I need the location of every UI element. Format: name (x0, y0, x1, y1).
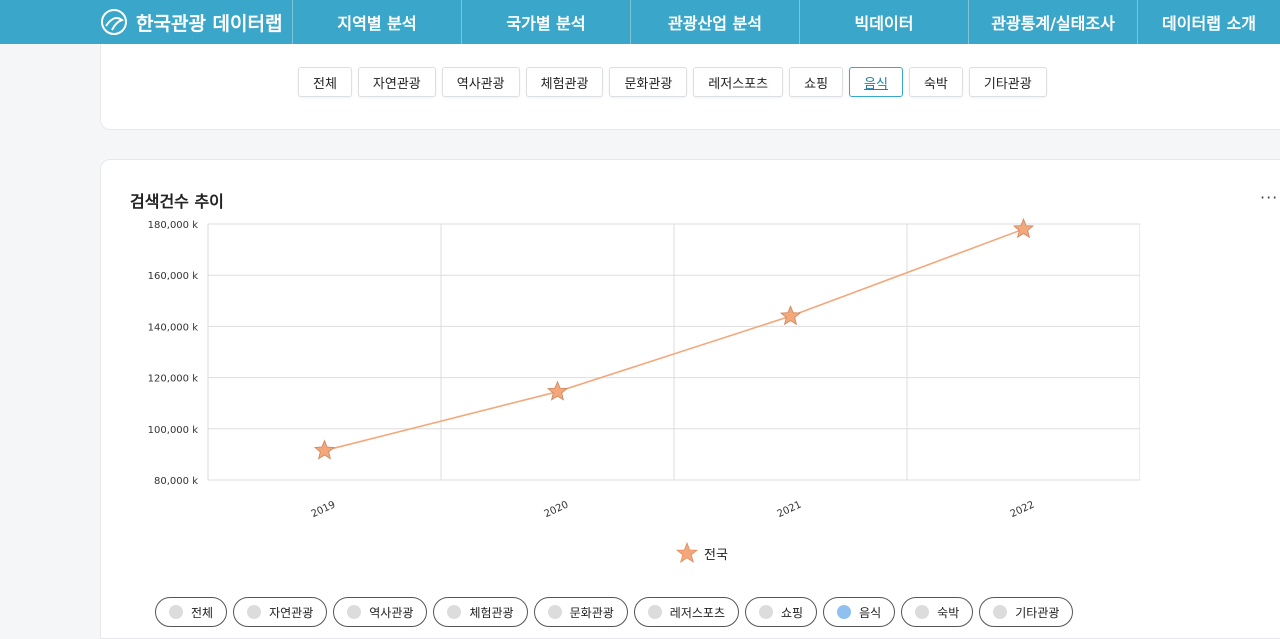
radio-dot-icon (915, 605, 930, 619)
filter-pill-0[interactable]: 전체 (155, 597, 228, 627)
brand[interactable]: 한국관광 데이터랩 (0, 0, 292, 44)
x-tick-label: 2020 (543, 499, 571, 520)
category-tab-1[interactable]: 자연관광 (357, 67, 436, 97)
category-tab-5[interactable]: 레저스포츠 (693, 67, 784, 97)
category-tab-4[interactable]: 문화관광 (609, 67, 688, 97)
category-tab-3[interactable]: 체험관광 (525, 67, 604, 97)
filter-pill-label: 전체 (191, 605, 214, 620)
radio-dot-icon (447, 605, 462, 619)
filter-pill-9[interactable]: 기타관광 (979, 597, 1074, 627)
radio-dot-icon (347, 605, 362, 619)
filter-pill-6[interactable]: 쇼핑 (744, 597, 818, 627)
filter-pill-label: 문화관광 (569, 605, 614, 620)
nav-item-3[interactable]: 빅데이터 (799, 0, 968, 44)
x-tick-label: 2022 (1009, 499, 1037, 520)
filter-pill-label: 기타관광 (1015, 605, 1060, 620)
more-options-icon[interactable]: ··· (1260, 188, 1279, 207)
data-point-star (779, 305, 802, 326)
radio-dot-icon (247, 605, 262, 619)
filter-pill-label: 체험관광 (469, 605, 514, 620)
nav-item-0[interactable]: 지역별 분석 (292, 0, 461, 44)
category-tab-0[interactable]: 전체 (298, 67, 352, 97)
y-tick-label: 120,000 k (148, 374, 199, 385)
filter-pill-label: 숙박 (937, 605, 960, 620)
filter-pill-label: 레저스포츠 (669, 605, 725, 620)
radio-dot-icon (837, 605, 852, 619)
main-nav: 지역별 분석 국가별 분석 관광산업 분석 빅데이터 관광통계/실태조사 데이터랩 소개 (292, 0, 1280, 44)
nav-item-2[interactable]: 관광산업 분석 (630, 0, 799, 44)
filter-pill-label: 쇼핑 (780, 605, 804, 620)
filter-pill-label: 자연관광 (269, 605, 314, 620)
nav-item-5[interactable]: 데이터랩 소개 (1137, 0, 1280, 44)
star-legend-icon (676, 542, 698, 563)
brand-logo-icon (101, 9, 127, 35)
nav-item-1[interactable]: 국가별 분석 (461, 0, 630, 44)
search-count-line-chart: 80,000 k 100,000 k 120,000 k 140,000 k 160,0… (148, 218, 1140, 520)
category-tab-9[interactable]: 기타관광 (968, 67, 1047, 97)
radio-dot-icon (547, 605, 562, 619)
filter-pill-8[interactable]: 숙박 (901, 597, 974, 627)
radio-dot-icon (993, 605, 1008, 619)
chart-legend[interactable]: 전국 (676, 542, 728, 564)
y-tick-label: 180,000 k (148, 220, 199, 231)
category-tab-2[interactable]: 역사관광 (441, 67, 520, 97)
brand-name: 한국관광 데이터랩 (136, 12, 283, 35)
category-panel (100, 44, 1280, 130)
filter-pill-2[interactable]: 역사관광 (333, 597, 428, 627)
filter-pill-label: 음식 (859, 605, 882, 620)
x-tick-label: 2019 (310, 499, 338, 520)
filter-pill-4[interactable]: 문화관광 (533, 597, 628, 627)
filter-pill-7[interactable]: 음식 (823, 597, 896, 627)
legend-series-label: 전국 (704, 547, 728, 563)
data-point-star (1012, 218, 1035, 239)
category-filter-pills: 전체 자연관광 역사관광 체험관광 문화관광 레저스포츠 쇼핑 음식 숙박 기타관광 (155, 597, 1074, 627)
category-tab-6[interactable]: 쇼핑 (789, 67, 844, 97)
y-tick-label: 160,000 k (148, 271, 199, 282)
filter-pill-1[interactable]: 자연관광 (233, 597, 328, 627)
category-tab-8[interactable]: 숙박 (908, 67, 963, 97)
top-nav-bar: 한국관광 데이터랩 지역별 분석 국가별 분석 관광산업 분석 빅데이터 관광통계/실태… (0, 0, 1280, 44)
y-tick-label: 100,000 k (148, 425, 199, 436)
filter-pill-3[interactable]: 체험관광 (433, 597, 528, 627)
filter-pill-label: 역사관광 (369, 605, 414, 620)
y-tick-label: 80,000 k (154, 476, 198, 487)
radio-dot-icon (169, 605, 183, 619)
x-tick-label: 2021 (776, 499, 804, 520)
radio-dot-icon (758, 605, 773, 619)
filter-pill-5[interactable]: 레저스포츠 (633, 597, 739, 627)
y-tick-label: 140,000 k (148, 322, 199, 333)
data-point-star (313, 439, 336, 460)
data-point-star (546, 380, 569, 401)
category-tabs: 전체 자연관광 역사관광 체험관광 문화관광 레저스포츠 쇼핑 음식 숙박 기타관광 (298, 67, 1047, 97)
category-tab-7[interactable]: 음식 (849, 67, 903, 97)
chart-title: 검색건수 추이 (130, 192, 224, 211)
radio-dot-icon (647, 605, 662, 619)
series-line-0 (324, 228, 1024, 452)
nav-item-4[interactable]: 관광통계/실태조사 (968, 0, 1137, 44)
